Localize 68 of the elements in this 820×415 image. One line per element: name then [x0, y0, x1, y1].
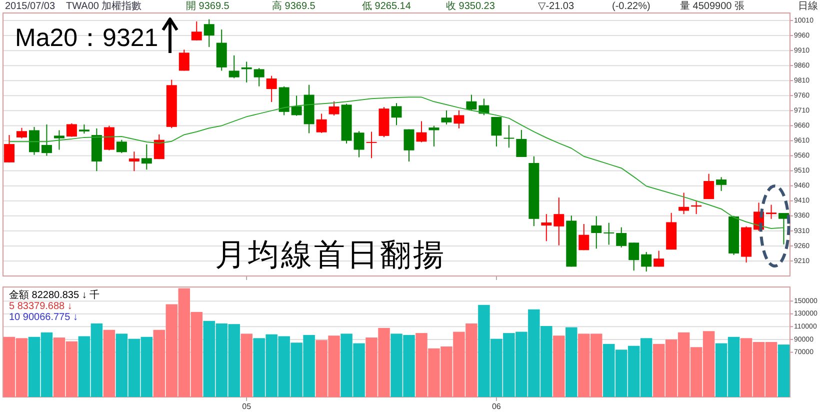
x-tick-label: 06 — [492, 402, 502, 411]
candlestick — [354, 130, 364, 158]
candlestick — [66, 122, 77, 138]
candlestick — [128, 151, 140, 172]
candlestick — [554, 197, 564, 246]
candlestick — [54, 130, 64, 150]
candlestick — [704, 173, 714, 200]
text: 開 9369.5 — [186, 1, 230, 12]
candlestick — [404, 128, 414, 162]
text: 低 9265.14 — [362, 1, 412, 12]
annotation: 5 83379.688 ↓ — [9, 301, 72, 312]
candlestick — [504, 124, 514, 148]
candlestick — [41, 124, 52, 156]
candlestick — [454, 110, 464, 129]
candlestick — [328, 100, 340, 116]
candlestick — [78, 124, 90, 134]
candlestick — [616, 226, 627, 248]
candlestick — [491, 116, 502, 147]
candlestick — [104, 125, 114, 151]
candlestick — [266, 75, 277, 102]
bar — [778, 344, 790, 397]
candlestick — [391, 102, 402, 126]
candlestick — [641, 251, 652, 272]
candlestick — [4, 134, 14, 163]
candlestick — [116, 139, 127, 154]
candlestick — [654, 250, 664, 268]
candlestick — [591, 216, 602, 250]
text: TWA00 加權指數 — [66, 0, 142, 12]
annotation: 金額 82280.835 ↓ 千 — [9, 289, 100, 301]
candlestick — [178, 49, 190, 72]
candlestick — [28, 126, 40, 156]
text: 收 9350.23 — [446, 1, 496, 12]
candlestick — [516, 129, 527, 158]
bar — [103, 330, 116, 397]
annotation: 10 90066.775 ↓ — [9, 312, 78, 323]
candlestick — [141, 144, 152, 170]
text: (-0.22%) — [612, 1, 650, 12]
candlestick — [678, 192, 690, 215]
candlestick — [316, 113, 327, 134]
candlestick — [604, 222, 614, 246]
candlestick — [466, 94, 477, 112]
candlestick — [291, 95, 302, 116]
text: ▽-21.03 — [538, 1, 574, 12]
bar — [553, 336, 565, 397]
candlestick — [254, 68, 264, 87]
candlestick — [366, 131, 377, 159]
candlestick — [628, 242, 640, 272]
candlestick — [228, 54, 240, 79]
candlestick — [541, 214, 552, 242]
candlestick — [578, 224, 590, 251]
text: 高 9369.5 — [272, 0, 316, 12]
candlestick — [766, 204, 777, 220]
bar — [566, 327, 578, 397]
candlestick — [441, 110, 452, 126]
candlestick — [416, 120, 427, 143]
x-tick-label: 05 — [242, 402, 252, 411]
candlestick — [428, 125, 440, 147]
annotation: Ma20：9321 — [15, 24, 158, 52]
candlestick — [16, 127, 27, 139]
text: 2015/07/03 — [5, 1, 56, 12]
bar — [240, 334, 252, 397]
candlestick — [204, 18, 214, 48]
text: 量 4509900 張 — [680, 1, 744, 12]
annotation: 月均線首日翻揚 — [215, 237, 446, 272]
line-series — [8, 96, 784, 230]
candlestick — [716, 176, 727, 192]
text: 日線 — [798, 1, 818, 12]
candlestick — [191, 20, 202, 41]
